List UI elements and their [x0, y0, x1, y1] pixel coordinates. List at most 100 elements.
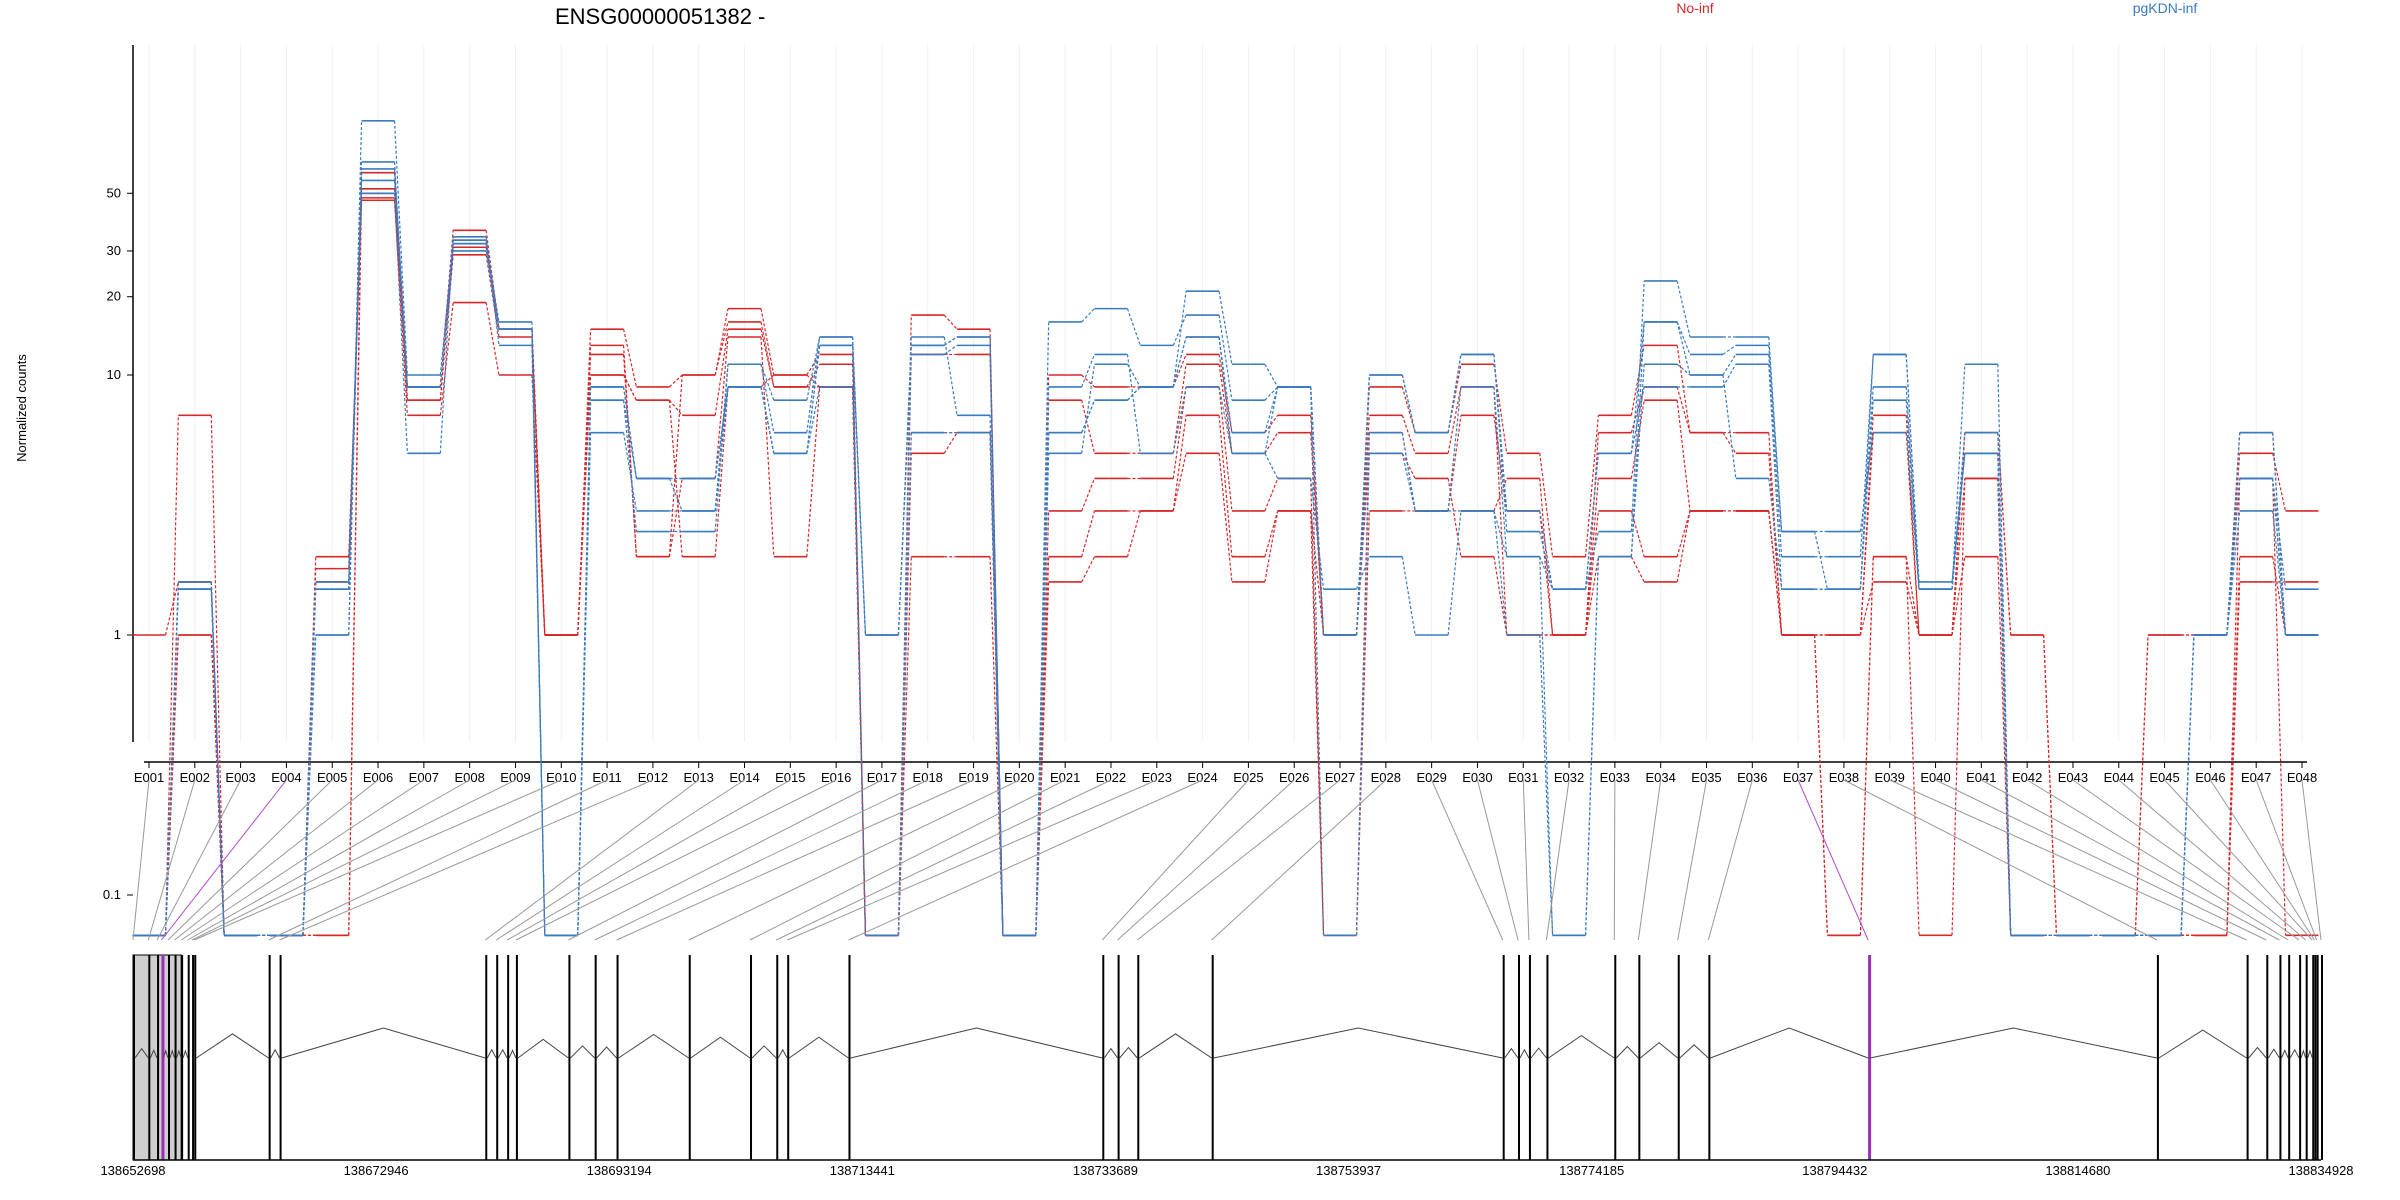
series-connector: [1447, 386, 1462, 454]
exon-bar: [1211, 955, 1214, 1160]
exon-connector: [2301, 779, 2322, 941]
series-connector: [393, 161, 408, 387]
x-tick-label: E008: [454, 770, 484, 785]
series-connector: [1493, 386, 1508, 636]
series-connector: [439, 236, 454, 454]
series-connector: [714, 329, 729, 416]
legend-pgkdn-inf: pgKDN-inf: [2133, 0, 2198, 16]
series-connector: [897, 432, 912, 936]
series-connector: [1768, 364, 1783, 590]
x-tick-label: E029: [1416, 770, 1446, 785]
series-connector: [1584, 432, 1599, 636]
series-connector: [943, 336, 958, 346]
series-connector: [714, 364, 729, 512]
x-tick-label: E023: [1142, 770, 1172, 785]
series-connector: [622, 345, 638, 557]
series-connector: [485, 243, 500, 323]
series-connector: [1859, 400, 1874, 590]
series-connector: [1630, 345, 1645, 416]
series-connector: [943, 314, 958, 330]
series-connector: [1859, 432, 1874, 636]
series-connector: [760, 386, 775, 454]
series-connector: [760, 364, 775, 433]
legend-no-inf: No-inf: [1676, 0, 1713, 16]
x-tick-label: E024: [1187, 770, 1217, 785]
intron-line: [850, 1027, 1103, 1059]
series-no-inf: [132, 171, 2319, 937]
series-connector: [1630, 386, 1645, 454]
series-connector: [1493, 510, 1508, 557]
series-connector: [668, 374, 683, 388]
exon-connector: [776, 779, 1112, 941]
exon-connector: [616, 779, 974, 941]
series-connector: [1997, 556, 2012, 936]
x-tick-label: E047: [2241, 770, 2271, 785]
exon-connector: [1637, 779, 1662, 941]
exon-bar: [161, 955, 165, 1160]
x-tick-label: E009: [500, 770, 530, 785]
x-tick-label: E019: [958, 770, 988, 785]
y-tick-label: 20: [107, 289, 121, 304]
x-tick-label: E010: [546, 770, 576, 785]
series-connector: [760, 336, 775, 557]
exon-bar: [1868, 955, 1872, 1160]
series-connector: [1126, 354, 1141, 454]
exon-bar: [2288, 955, 2291, 1160]
series-connector: [714, 321, 729, 376]
series-connector: [1310, 478, 1325, 590]
x-tick-label: E043: [2058, 770, 2088, 785]
series-connector: [1768, 336, 1783, 532]
exon-bar: [515, 955, 518, 1160]
exon-connector: [191, 779, 516, 941]
exon-connector: [1136, 779, 1341, 941]
x-tick-label: E001: [134, 770, 164, 785]
series-connector: [1310, 386, 1325, 936]
series-connector: [714, 364, 729, 532]
series-connector: [668, 478, 683, 557]
series-connector: [1172, 386, 1187, 454]
series-connector: [2272, 478, 2287, 636]
exon-bar: [133, 955, 135, 1160]
genomic-coordinate-label: 138713441: [830, 1163, 895, 1178]
x-tick-label: E004: [271, 770, 301, 785]
exon-connector: [515, 779, 837, 941]
exon-bar: [485, 955, 488, 1160]
series-connector: [714, 386, 729, 557]
series-connector: [943, 432, 958, 454]
series-connector: [897, 556, 912, 936]
series-connector: [348, 180, 363, 582]
series-connector: [668, 478, 683, 512]
series-no-inf: [132, 188, 2319, 937]
series-connector: [1310, 510, 1325, 936]
intron-line: [1548, 1034, 1615, 1059]
series-connector: [393, 193, 408, 454]
exon-connector: [688, 779, 1020, 941]
exon-connector: [1981, 779, 2280, 941]
series-connector: [164, 415, 179, 936]
y-axis-label: Normalized counts: [14, 354, 29, 462]
series-connector: [806, 336, 821, 401]
intron-line: [570, 1045, 596, 1059]
exon-bar: [2279, 955, 2282, 1160]
series-connector: [760, 374, 775, 388]
series-no-inf: [132, 197, 2319, 937]
series-connector: [2226, 581, 2241, 936]
x-tick-label: E030: [1462, 770, 1492, 785]
series-connector: [1584, 556, 1599, 936]
genomic-coordinate-label: 138753937: [1316, 1163, 1381, 1178]
series-connector: [1172, 386, 1187, 479]
series-connector: [1401, 374, 1416, 433]
series-connector: [393, 168, 408, 387]
series-connector: [1813, 634, 1829, 936]
exon-connector: [1431, 779, 1504, 941]
series-connector: [943, 344, 958, 355]
series-connector: [1264, 452, 1279, 479]
series-connector: [806, 386, 821, 557]
series-connector: [2226, 432, 2241, 636]
series-connector: [897, 336, 912, 936]
series-connector: [1630, 556, 1645, 583]
series-connector: [1126, 363, 1141, 388]
intron-line: [134, 1047, 149, 1059]
series-connector: [210, 415, 225, 936]
exon-connector: [156, 779, 242, 941]
